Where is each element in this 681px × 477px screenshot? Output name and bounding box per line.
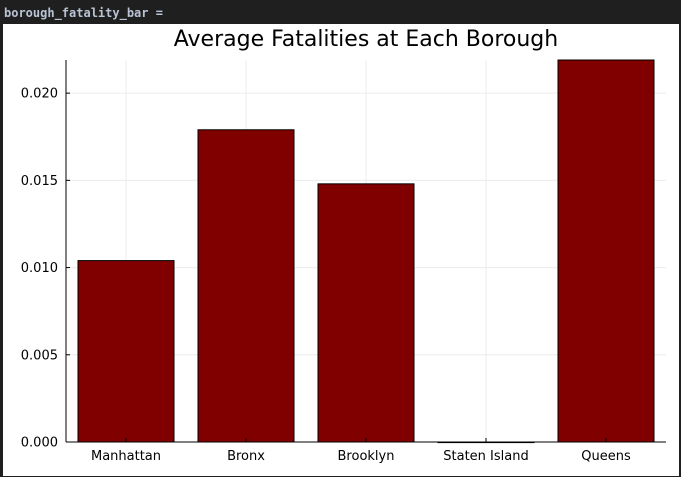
x-tick-label: Queens bbox=[581, 449, 631, 464]
bar-queens bbox=[557, 59, 655, 443]
cell-variable-label: borough_fatality_bar = bbox=[4, 6, 163, 20]
notebook-cell-header: borough_fatality_bar = bbox=[0, 0, 681, 24]
bar-bronx bbox=[197, 129, 295, 443]
x-tick-label: Staten Island bbox=[443, 449, 528, 464]
x-tick-label: Bronx bbox=[227, 449, 265, 464]
bar-brooklyn bbox=[317, 183, 415, 443]
y-tick-label: 0.010 bbox=[21, 261, 58, 276]
y-tick-label: 0.015 bbox=[21, 174, 58, 189]
x-tick-label: Brooklyn bbox=[338, 449, 395, 464]
y-tick-label: 0.020 bbox=[21, 87, 58, 102]
x-tick-labels: Manhattan Bronx Brooklyn Staten Island Queen… bbox=[91, 438, 631, 464]
bar-manhattan bbox=[77, 260, 175, 443]
x-tick-label: Manhattan bbox=[91, 449, 161, 464]
y-tick-label: 0.000 bbox=[21, 436, 58, 451]
y-tick-labels: 0.000 0.005 0.010 0.015 0.020 bbox=[21, 87, 70, 451]
y-tick-label: 0.005 bbox=[21, 348, 58, 363]
chart-title: Average Fatalities at Each Borough bbox=[174, 27, 558, 52]
plot-panel: 0.000 0.005 0.010 0.015 0.020 Manhattan Bronx… bbox=[3, 24, 679, 476]
bar-chart: 0.000 0.005 0.010 0.015 0.020 Manhattan Bronx… bbox=[21, 27, 666, 464]
bars bbox=[77, 59, 655, 444]
